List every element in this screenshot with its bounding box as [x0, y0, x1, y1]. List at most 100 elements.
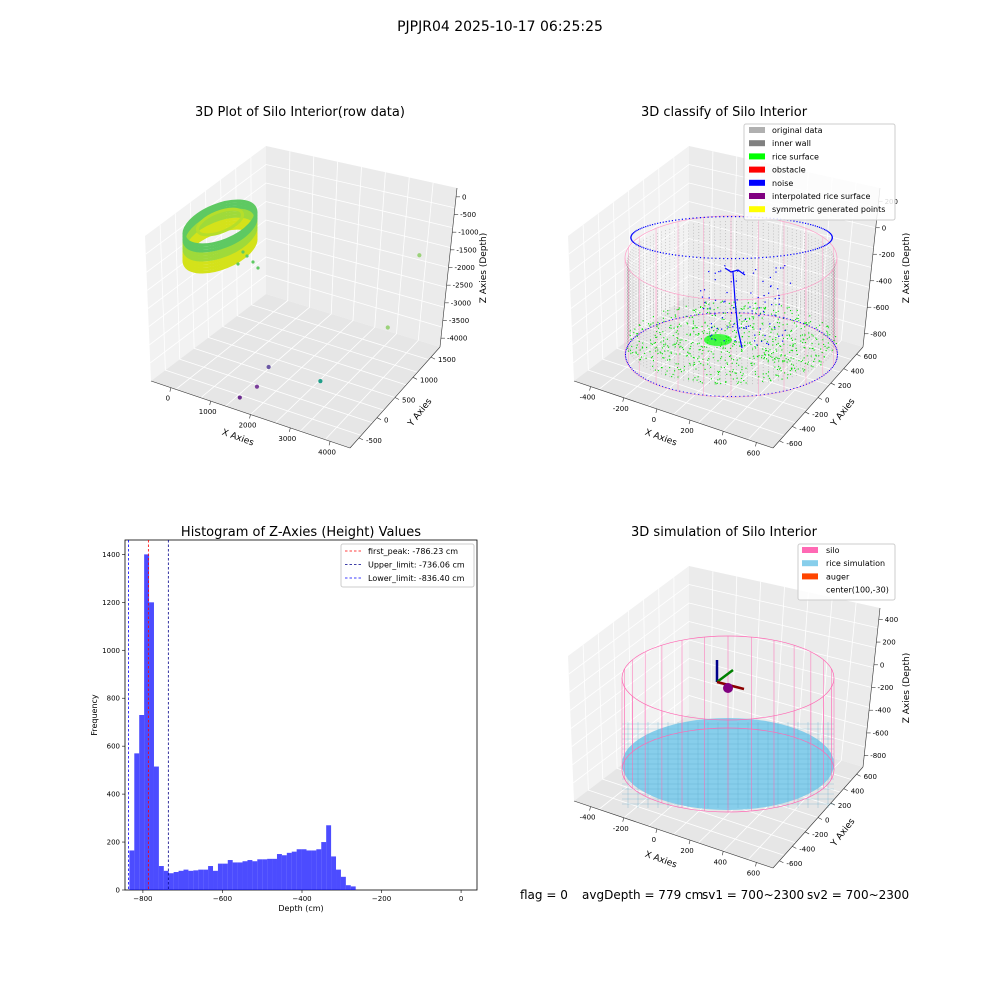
- rice-point: [818, 343, 820, 345]
- rice-point: [721, 318, 723, 320]
- rice-point: [789, 344, 791, 346]
- rice-point: [772, 344, 774, 346]
- noise-rim-point: [671, 253, 674, 256]
- legend-swatch: [749, 179, 765, 186]
- noise-rim-point: [675, 219, 677, 221]
- x-tick-label: 600: [747, 449, 760, 457]
- x-axis-line: [573, 380, 774, 449]
- rice-point: [641, 356, 643, 358]
- noise-floor-point: [835, 360, 837, 362]
- rice-point: [778, 360, 780, 362]
- noise-rim-point: [765, 256, 768, 258]
- noise-rim-point: [632, 241, 634, 243]
- rice-point: [657, 322, 659, 324]
- rice-point: [635, 352, 637, 354]
- rice-point: [782, 360, 784, 362]
- noise-floor-point: [830, 368, 832, 370]
- rice-point: [726, 328, 728, 330]
- rice-point: [712, 357, 714, 359]
- rice-point: [751, 364, 753, 366]
- rice-point: [660, 366, 662, 369]
- y-tick-label: 600: [864, 353, 877, 361]
- rice-point: [693, 361, 695, 364]
- rice-point: [708, 333, 710, 335]
- hist-bar: [272, 858, 277, 890]
- rice-point: [638, 340, 640, 342]
- rice-point: [775, 356, 777, 358]
- rice-point: [676, 340, 678, 342]
- rice-point: [776, 322, 778, 324]
- rice-point: [757, 356, 759, 358]
- rice-point: [635, 351, 637, 353]
- rice-point: [703, 330, 705, 332]
- noise-floor-point: [805, 383, 807, 385]
- noise-rim-point: [786, 254, 789, 256]
- grid-y: [628, 190, 819, 398]
- rice-point: [663, 337, 665, 339]
- rice-point: [826, 330, 828, 332]
- hist-bar: [311, 850, 317, 890]
- noise-floor-point: [627, 344, 629, 346]
- noise-floor-point: [686, 392, 688, 394]
- x-axis-line: [573, 800, 774, 869]
- rice-point: [818, 355, 820, 357]
- noise-rim-point: [657, 222, 659, 224]
- rice-point: [687, 351, 689, 353]
- hist-legend-label: Upper_limit: -736.06 cm: [368, 561, 465, 570]
- noise-rim-point: [824, 228, 826, 231]
- noise-floor-point: [690, 392, 692, 394]
- rice-point: [798, 360, 800, 362]
- rice-point: [763, 356, 766, 359]
- rice-point: [668, 346, 670, 348]
- rice-point: [699, 312, 701, 314]
- rice-point: [771, 356, 773, 358]
- noise-rim-point: [641, 246, 643, 248]
- rice-point: [786, 338, 788, 340]
- rice-point: [781, 349, 783, 351]
- noise-rim-point: [630, 237, 632, 239]
- noise-floor-point: [650, 381, 652, 383]
- rice-point: [710, 374, 712, 376]
- rice-point: [760, 307, 762, 309]
- rice-point: [794, 338, 796, 340]
- noise-rim-point: [678, 254, 680, 257]
- rice-point: [804, 326, 806, 328]
- rice-point: [744, 305, 746, 307]
- noise-rim-point: [633, 241, 635, 244]
- noise-floor-point: [833, 365, 835, 367]
- rice-point: [667, 313, 669, 315]
- rice-point: [752, 318, 754, 320]
- rice-point: [654, 334, 656, 336]
- hist-x-tick-label: −600: [213, 895, 232, 903]
- rice-point: [826, 347, 828, 349]
- noise-scatter-point: [701, 296, 704, 298]
- rice-point: [677, 376, 679, 378]
- rice-point: [717, 379, 719, 381]
- noise-floor-point: [627, 345, 629, 347]
- rice-point: [703, 346, 706, 348]
- noise-scatter-point: [721, 317, 724, 319]
- hist-y-tick-label: 200: [107, 839, 120, 847]
- noise-rim-point: [645, 226, 647, 228]
- hist-bar: [296, 849, 302, 890]
- y-tick-mark: [792, 846, 797, 849]
- noise-rim-point: [827, 231, 830, 233]
- y-tick-label: -400: [799, 425, 815, 433]
- rice-point: [689, 334, 691, 336]
- rice-point: [746, 320, 748, 323]
- noise-floor-point: [626, 347, 628, 349]
- noise-scatter-point: [711, 334, 713, 336]
- rice-point: [704, 305, 706, 307]
- noise-scatter-point: [782, 267, 784, 269]
- silo-point-cloud: [182, 199, 260, 274]
- noise-floor-point: [836, 349, 838, 351]
- noise-rim-point: [688, 256, 691, 258]
- panel-classify-xlabel: X Axies: [643, 428, 678, 449]
- noise-floor-point: [834, 362, 836, 364]
- rice-point: [680, 345, 682, 347]
- sim-legend-frame: [797, 543, 896, 601]
- grid-z: [571, 238, 870, 327]
- rice-point: [764, 308, 766, 310]
- noise-floor-point: [782, 317, 784, 319]
- noise-rim-point: [738, 216, 741, 218]
